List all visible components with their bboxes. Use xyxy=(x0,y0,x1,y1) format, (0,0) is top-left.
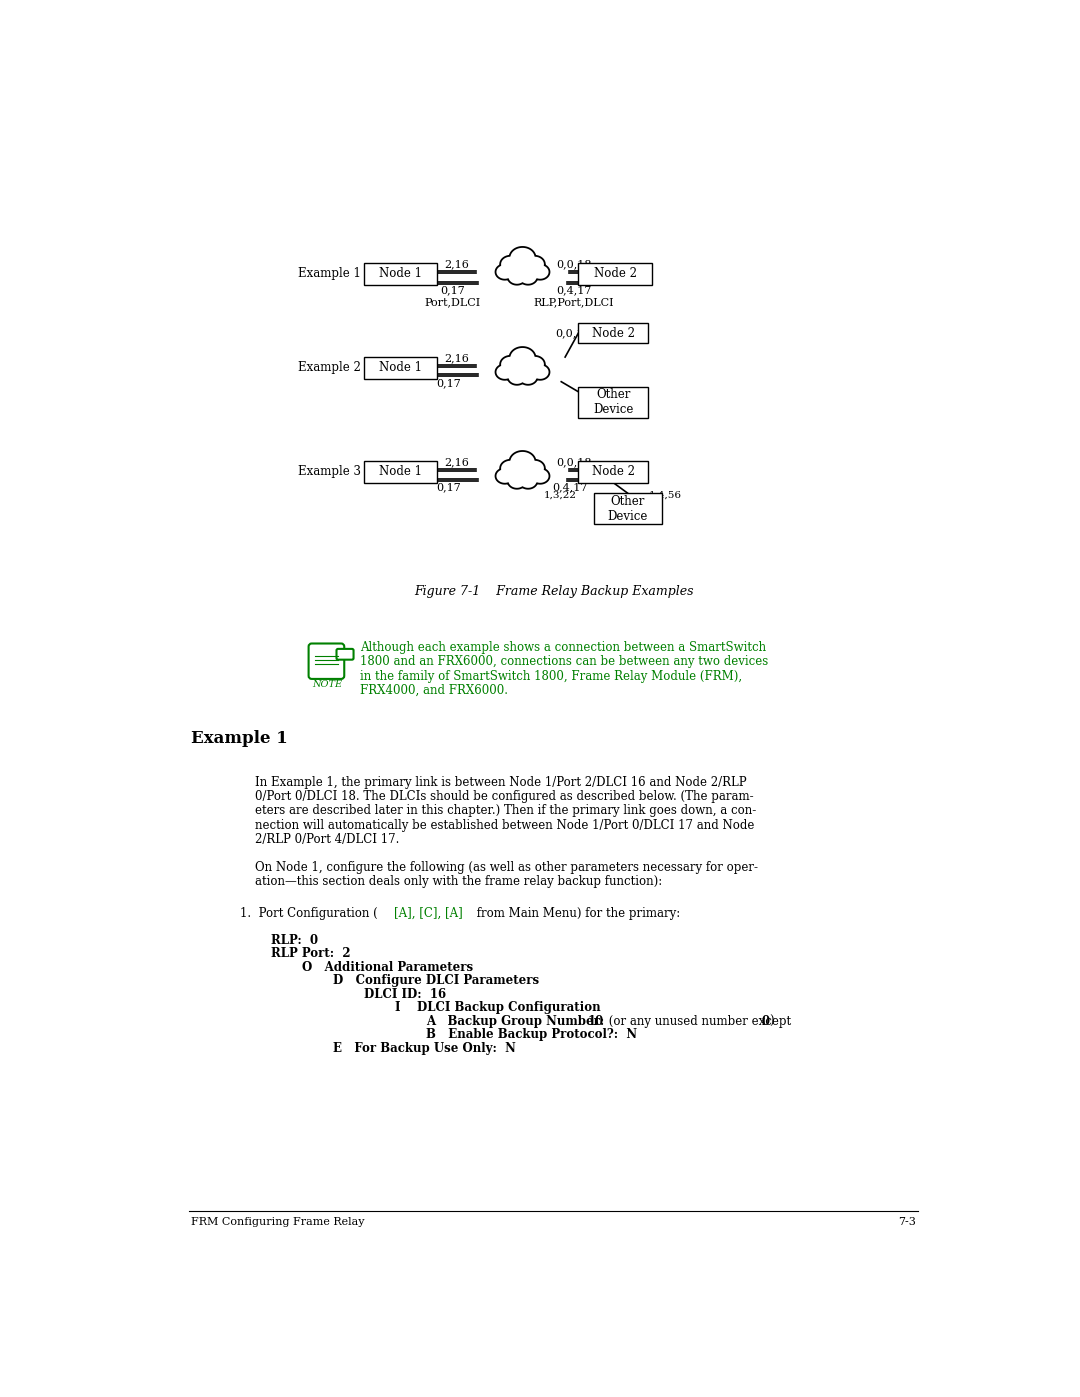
Text: 0,17: 0,17 xyxy=(436,482,461,493)
Text: Figure 7-1    Frame Relay Backup Examples: Figure 7-1 Frame Relay Backup Examples xyxy=(414,584,693,598)
Text: eters are described later in this chapter.) Then if the primary link goes down, : eters are described later in this chapte… xyxy=(255,805,756,817)
Text: 0,0,18: 0,0,18 xyxy=(556,260,592,270)
Text: 2,16: 2,16 xyxy=(444,457,469,467)
FancyBboxPatch shape xyxy=(594,493,662,524)
Text: Example 2: Example 2 xyxy=(298,362,362,374)
Text: 0,4,17: 0,4,17 xyxy=(556,285,592,295)
Text: A   Backup Group Number:: A Backup Group Number: xyxy=(426,1014,612,1028)
Text: Although each example shows a connection between a SmartSwitch: Although each example shows a connection… xyxy=(360,641,766,654)
Text: Example 1: Example 1 xyxy=(298,267,362,281)
Text: 0,0,18: 0,0,18 xyxy=(556,457,592,467)
Text: Node 2: Node 2 xyxy=(594,267,636,281)
Polygon shape xyxy=(496,451,550,489)
FancyBboxPatch shape xyxy=(364,263,437,285)
Text: Example 3: Example 3 xyxy=(298,465,362,478)
Text: 7-3: 7-3 xyxy=(899,1217,916,1227)
Text: Node 2: Node 2 xyxy=(592,327,635,339)
FancyBboxPatch shape xyxy=(578,263,652,285)
Text: FRX4000, and FRX6000.: FRX4000, and FRX6000. xyxy=(360,685,508,697)
Text: DLCI ID:  16: DLCI ID: 16 xyxy=(364,988,446,1000)
Text: Node 1: Node 1 xyxy=(379,267,422,281)
Text: Node 1: Node 1 xyxy=(379,465,422,478)
FancyBboxPatch shape xyxy=(309,644,345,679)
Text: Example 1: Example 1 xyxy=(191,729,287,747)
Text: Node 1: Node 1 xyxy=(379,362,422,374)
Text: 0,17: 0,17 xyxy=(441,285,465,295)
Text: I    DLCI Backup Configuration: I DLCI Backup Configuration xyxy=(394,1002,600,1014)
Text: O   Additional Parameters: O Additional Parameters xyxy=(301,961,473,974)
Text: 10: 10 xyxy=(588,1014,604,1028)
Text: ): ) xyxy=(769,1014,773,1028)
Text: 0,17: 0,17 xyxy=(436,377,461,388)
FancyBboxPatch shape xyxy=(337,648,353,659)
Text: in the family of SmartSwitch 1800, Frame Relay Module (FRM),: in the family of SmartSwitch 1800, Frame… xyxy=(360,669,742,683)
Text: Node 2: Node 2 xyxy=(592,465,635,478)
Text: 1,3,22: 1,3,22 xyxy=(543,490,577,499)
Text: 0,4,17: 0,4,17 xyxy=(552,482,588,493)
Text: [A], [C], [A]: [A], [C], [A] xyxy=(394,907,462,919)
Text: 0,0,18: 0,0,18 xyxy=(555,328,591,338)
FancyBboxPatch shape xyxy=(364,358,437,379)
Text: Other
Device: Other Device xyxy=(593,388,633,416)
Text: 2/RLP 0/Port 4/DLCI 17.: 2/RLP 0/Port 4/DLCI 17. xyxy=(255,833,400,847)
Text: On Node 1, configure the following (as well as other parameters necessary for op: On Node 1, configure the following (as w… xyxy=(255,861,758,873)
Text: RLP Port:  2: RLP Port: 2 xyxy=(271,947,350,960)
Text: nection will automatically be established between Node 1/Port 0/DLCI 17 and Node: nection will automatically be establishe… xyxy=(255,819,755,831)
Polygon shape xyxy=(496,346,550,384)
Text: 1.  Port Configuration (: 1. Port Configuration ( xyxy=(240,907,377,919)
FancyBboxPatch shape xyxy=(364,461,437,482)
Text: from Main Menu) for the primary:: from Main Menu) for the primary: xyxy=(473,907,680,919)
Text: 1800 and an FRX6000, connections can be between any two devices: 1800 and an FRX6000, connections can be … xyxy=(360,655,768,668)
Text: Other
Device: Other Device xyxy=(608,495,648,522)
FancyBboxPatch shape xyxy=(578,461,648,482)
Text: NOTE: NOTE xyxy=(312,680,342,689)
Text: D   Configure DLCI Parameters: D Configure DLCI Parameters xyxy=(333,974,539,988)
Text: (or any unused number except: (or any unused number except xyxy=(605,1014,795,1028)
Text: RLP,Port,DLCI: RLP,Port,DLCI xyxy=(534,298,613,307)
Text: FRM Configuring Frame Relay: FRM Configuring Frame Relay xyxy=(191,1217,364,1227)
Text: 1,4,56: 1,4,56 xyxy=(649,490,681,499)
Text: In Example 1, the primary link is between Node 1/Port 2/DLCI 16 and Node 2/RLP: In Example 1, the primary link is betwee… xyxy=(255,775,746,789)
Text: B   Enable Backup Protocol?:  N: B Enable Backup Protocol?: N xyxy=(426,1028,637,1041)
FancyBboxPatch shape xyxy=(578,387,648,418)
Polygon shape xyxy=(496,247,550,285)
Text: E   For Backup Use Only:  N: E For Backup Use Only: N xyxy=(333,1042,515,1055)
FancyBboxPatch shape xyxy=(578,323,648,344)
Text: 2,16: 2,16 xyxy=(444,260,469,270)
Text: 0/Port 0/DLCI 18. The DLCIs should be configured as described below. (The param-: 0/Port 0/DLCI 18. The DLCIs should be co… xyxy=(255,791,754,803)
Text: Port,DLCI: Port,DLCI xyxy=(424,298,481,307)
Text: 2,16: 2,16 xyxy=(444,353,469,363)
Text: 0: 0 xyxy=(761,1014,769,1028)
Text: RLP:  0: RLP: 0 xyxy=(271,933,318,947)
Text: ation—this section deals only with the frame relay backup function):: ation—this section deals only with the f… xyxy=(255,875,662,888)
